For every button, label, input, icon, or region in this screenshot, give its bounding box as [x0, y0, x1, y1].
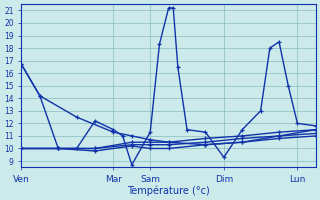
X-axis label: Température (°c): Température (°c)	[127, 185, 210, 196]
